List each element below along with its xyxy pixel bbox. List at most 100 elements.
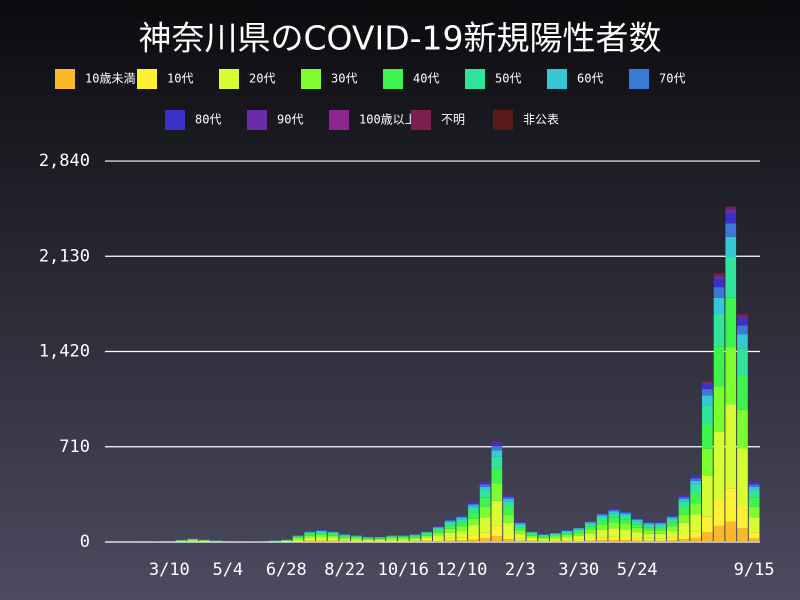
bar-segment	[620, 524, 631, 530]
bar-segment	[479, 538, 491, 542]
bar-segment	[737, 348, 748, 376]
bar-segment	[748, 486, 760, 491]
bar-segment	[643, 527, 655, 531]
bar-segment	[666, 537, 678, 541]
x-tick-label: 3/30	[558, 560, 599, 580]
bar-segment	[409, 534, 421, 536]
bar-segment	[351, 536, 362, 538]
bar-segment	[702, 382, 713, 385]
bar-segment	[620, 512, 631, 514]
bar-segment	[339, 534, 351, 536]
bar-segment	[678, 507, 690, 515]
bar-segment	[585, 523, 596, 527]
bar-segment	[456, 537, 468, 541]
bar-segment	[596, 514, 608, 516]
bar-segment	[713, 273, 725, 277]
bar-segment	[327, 532, 339, 533]
bar-segment	[631, 538, 643, 541]
bar-segment	[327, 541, 339, 542]
bar-segment	[444, 532, 456, 539]
bar-segment	[503, 497, 514, 500]
bar-segment	[596, 529, 608, 538]
bar-segment	[573, 535, 585, 540]
bar-segment	[702, 405, 713, 425]
bar-segment	[655, 527, 666, 531]
bar-segment	[690, 531, 702, 538]
x-tick-label: 10/16	[378, 560, 429, 580]
legend-label: 30代	[331, 72, 357, 86]
bar-segment	[456, 515, 468, 517]
bar-segment	[713, 386, 725, 433]
legend-label: 10歳未満	[85, 72, 135, 86]
bar-segment	[362, 538, 374, 539]
bar-segment	[199, 540, 210, 542]
legend-swatch	[301, 69, 321, 89]
bar-segment	[643, 522, 655, 523]
bar-segment	[433, 539, 444, 542]
bar-segment	[479, 517, 491, 533]
bar-segment	[713, 432, 725, 500]
bar-segment	[514, 522, 526, 523]
bar-segment	[690, 484, 702, 494]
bar-segment	[631, 518, 643, 519]
bar-segment	[655, 522, 666, 524]
bar-segment	[596, 520, 608, 525]
legend-swatch	[547, 69, 567, 89]
legend-label: 不明	[441, 113, 465, 127]
bar-segment	[514, 527, 526, 531]
bar-segment	[526, 534, 538, 536]
bar-segment	[702, 516, 713, 533]
bar-segment	[678, 499, 690, 502]
legend-swatch	[137, 69, 157, 89]
legend-label: 70代	[659, 72, 685, 86]
bar-segment	[433, 535, 444, 540]
bar-segment	[702, 448, 713, 477]
bar-segment	[608, 511, 620, 514]
bar-segment	[573, 531, 585, 534]
legend-label: 40代	[413, 72, 439, 86]
bar-segment	[491, 442, 503, 444]
bar-segment	[678, 495, 690, 498]
bar-segment	[386, 540, 397, 542]
bar-segment	[292, 536, 304, 537]
bar-segment	[351, 537, 362, 540]
bar-segment	[585, 526, 596, 530]
bar-segment	[386, 537, 397, 540]
bar-segment	[433, 526, 444, 527]
x-tick-label: 8/22	[324, 560, 365, 580]
bar-segment	[702, 476, 713, 517]
bar-segment	[713, 297, 725, 314]
bar-segment	[702, 384, 713, 390]
bar-segment	[725, 236, 737, 257]
bar-segment	[526, 541, 538, 542]
bar-segment	[456, 522, 468, 527]
bar-segment	[643, 533, 655, 539]
bar-segment	[444, 519, 456, 521]
bar-segment	[503, 507, 514, 515]
bar-segment	[561, 540, 573, 542]
bar-segment	[292, 540, 304, 542]
bar-segment	[678, 539, 690, 542]
bar-segment	[596, 517, 608, 521]
bar-segment	[468, 539, 479, 542]
bar-segment	[631, 518, 643, 520]
bar-segment	[514, 533, 526, 539]
bar-segment	[678, 534, 690, 540]
bar-segment	[585, 540, 596, 542]
bar-segment	[631, 524, 643, 528]
bar-segment	[444, 528, 456, 533]
bar-segment	[468, 518, 479, 526]
x-tick-label: 2/3	[505, 560, 536, 580]
bar-segment	[409, 536, 421, 538]
bar-segment	[339, 541, 351, 542]
bar-segment	[491, 450, 503, 457]
bar-segment	[316, 541, 327, 542]
bar-segment	[351, 540, 362, 542]
bar-segment	[725, 297, 737, 348]
bar-segment	[479, 481, 491, 483]
bar-segment	[690, 503, 702, 515]
bar-segment	[526, 532, 538, 533]
bar-segment	[351, 539, 362, 541]
legend-swatch	[629, 69, 649, 89]
